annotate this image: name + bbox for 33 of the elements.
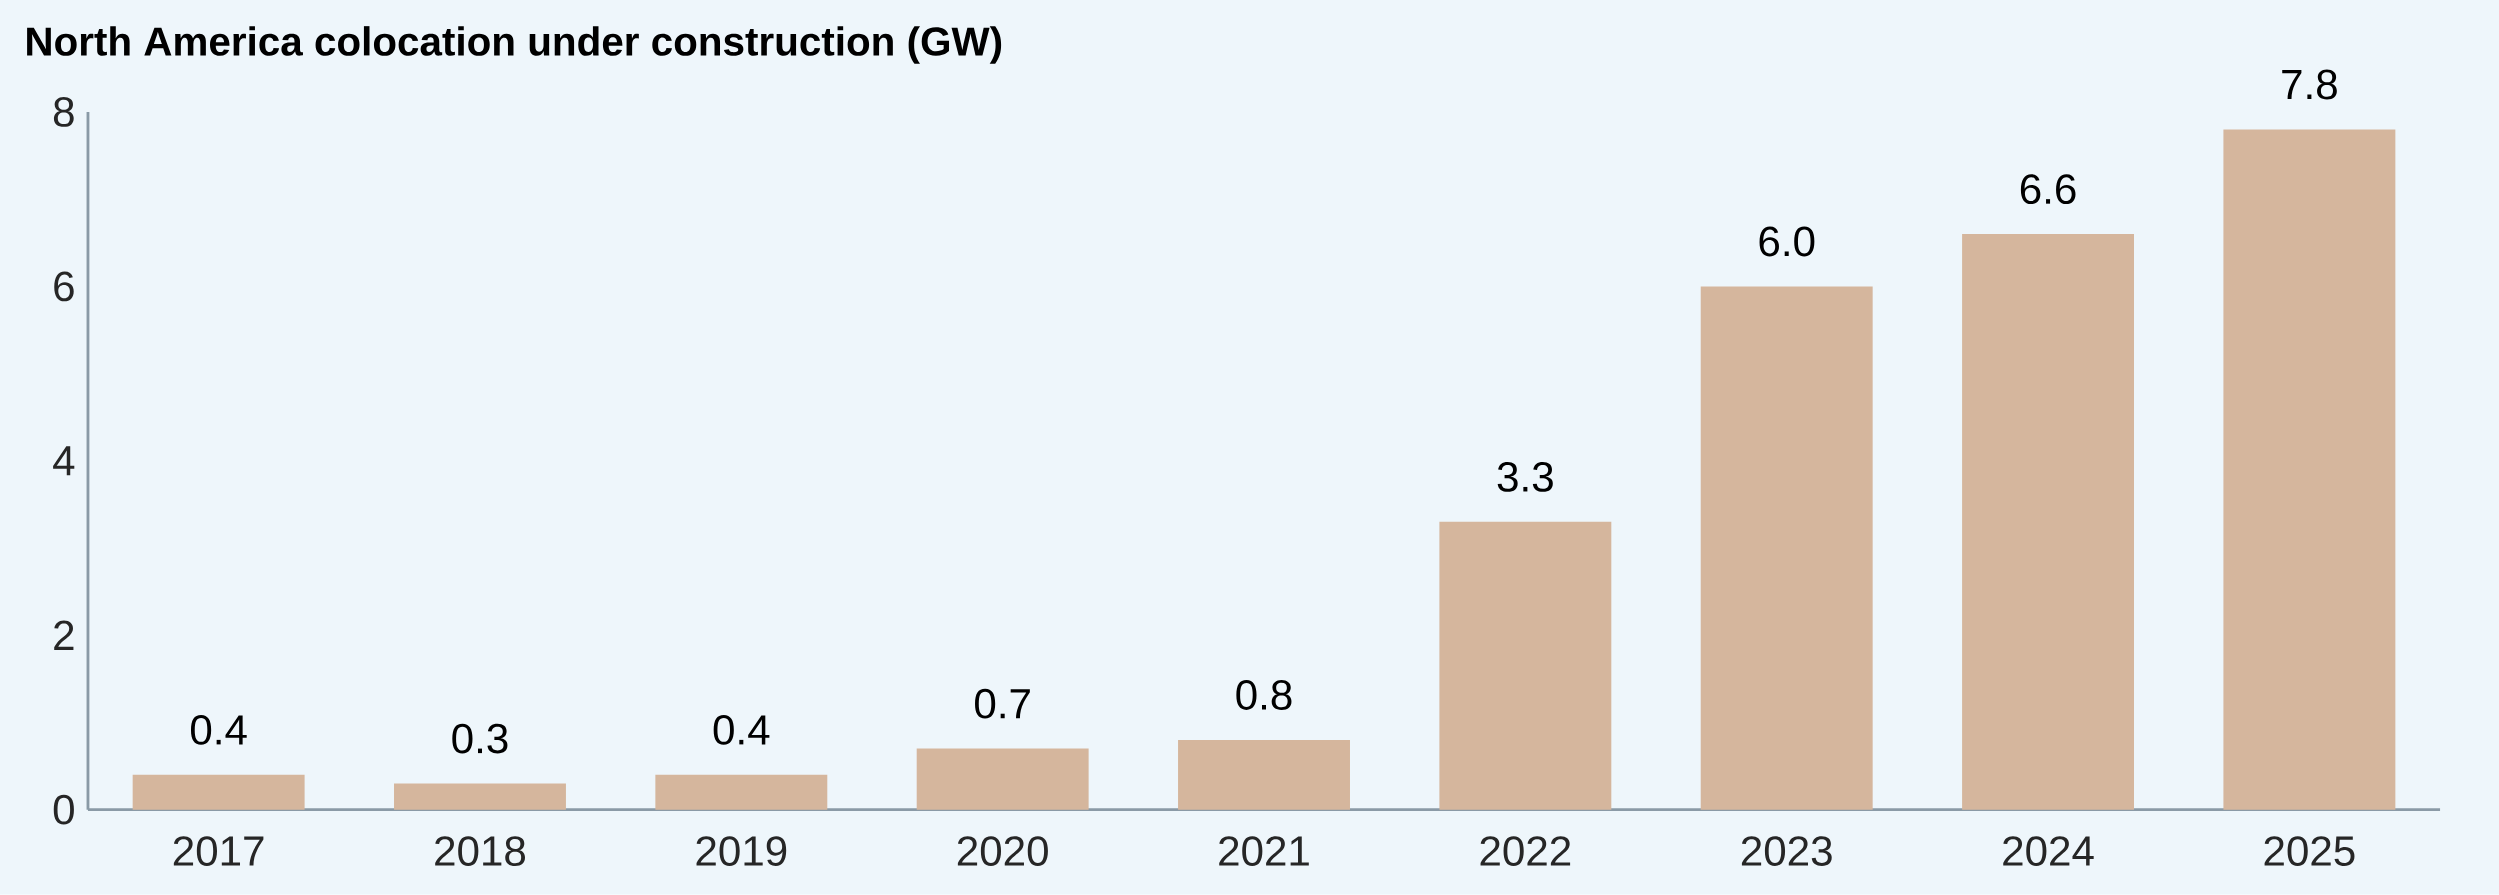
data-label: 6.0 [1759,226,1815,257]
bar [916,748,1089,810]
y-tick-label: 4 [53,446,75,476]
chart-title: North America colocation under construction (GW) [27,26,1002,64]
x-tick-label: 2018 [435,836,526,867]
bar [1700,286,1873,810]
data-label: 0.3 [452,723,508,754]
x-tick-label: 2021 [1219,836,1309,867]
y-tick-label: 0 [53,794,74,825]
bar [1439,522,1612,810]
x-tick-label: 2019 [696,836,787,867]
x-tick-label: 2022 [1480,836,1571,867]
x-tick-label: 2020 [957,836,1048,867]
x-tick-label: 2017 [173,836,264,867]
data-label: 0.4 [713,715,770,745]
data-label: 3.3 [1497,462,1553,493]
bar [132,774,305,810]
data-label: 0.4 [190,715,247,745]
data-label: 0.7 [975,688,1030,719]
data-label: 7.8 [2282,69,2337,100]
data-label: 6.6 [2020,174,2076,205]
y-tick-label: 6 [54,271,74,302]
data-label: 0.8 [1236,680,1292,711]
bar [2223,129,2396,810]
bar [1962,234,2135,810]
bar [655,774,828,810]
y-tick-label: 8 [53,97,74,128]
x-tick-label: 2025 [2264,836,2355,867]
x-tick-label: 2024 [2003,836,2094,867]
bar [1178,740,1350,810]
bar [394,783,566,810]
x-tick-label: 2023 [1741,836,1832,867]
y-tick-label: 2 [54,620,74,651]
